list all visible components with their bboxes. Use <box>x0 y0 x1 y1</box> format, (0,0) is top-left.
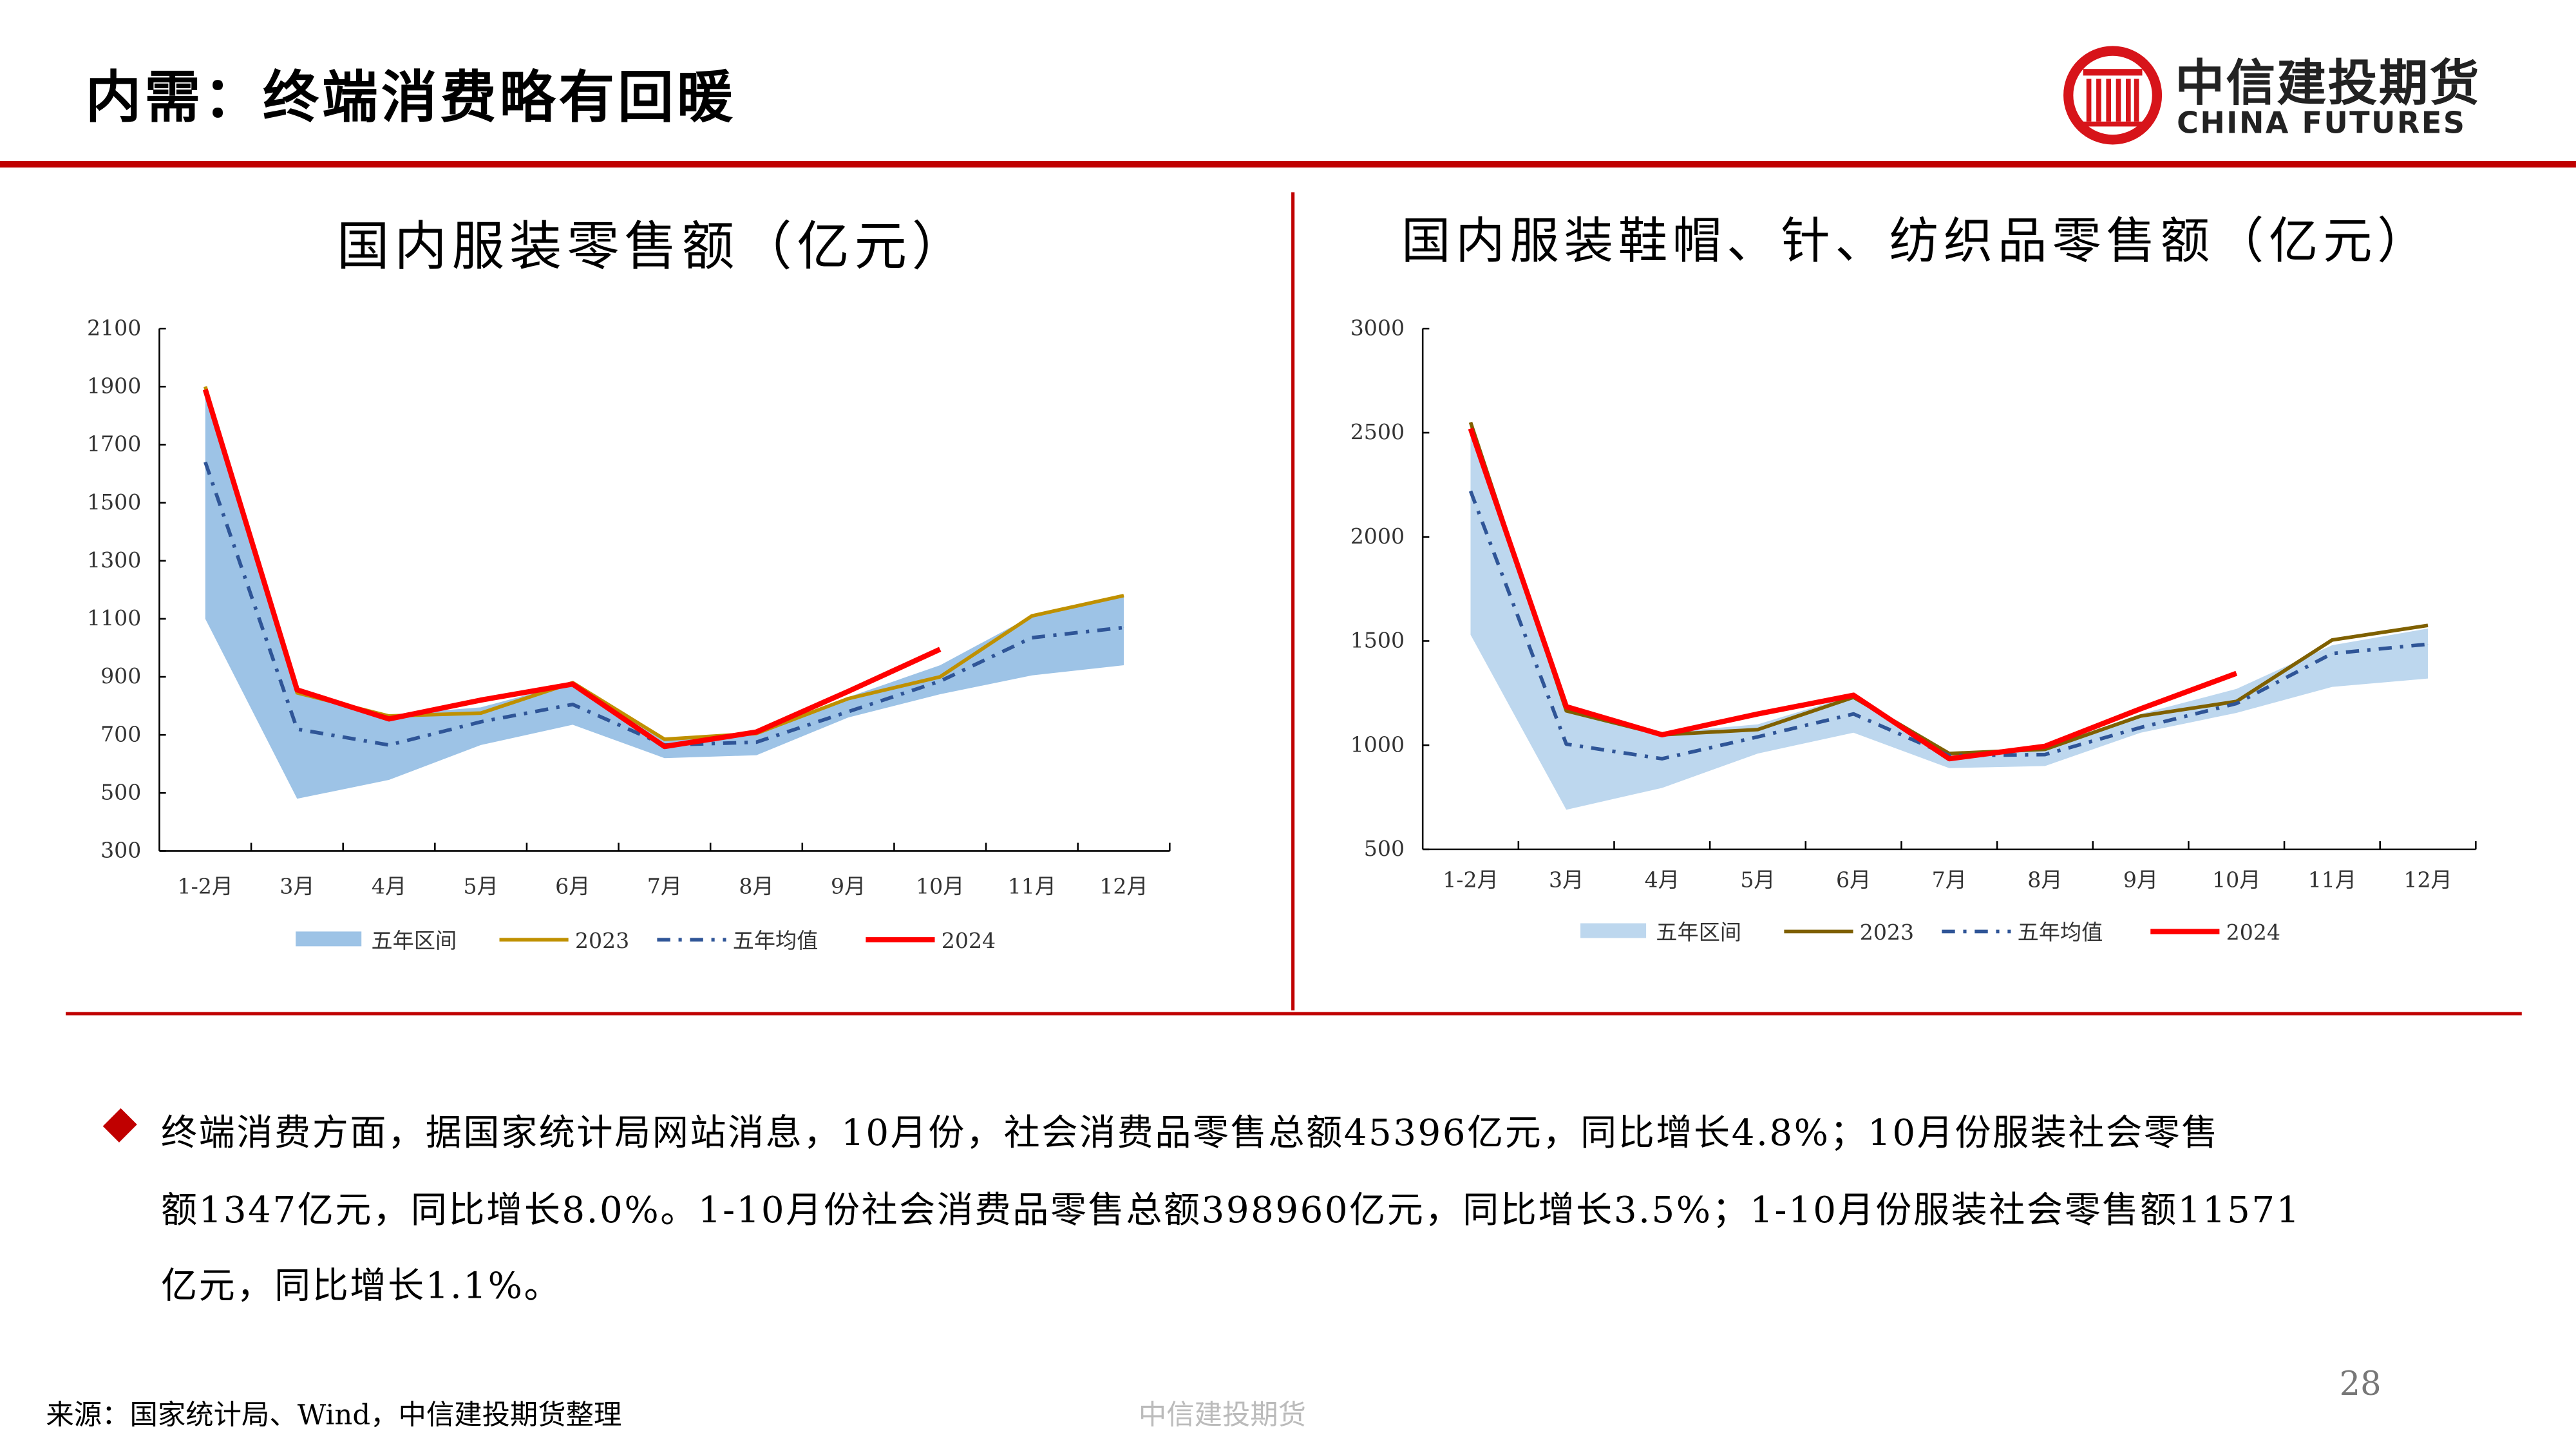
logo-text-en: CHINA FUTURES <box>2177 106 2467 142</box>
legend-label: 五年均值 <box>2018 920 2103 945</box>
data-point <box>848 691 849 692</box>
body-line-2: 额1347亿元，同比增长8.0%。1-10月份社会消费品零售总额398960亿元… <box>160 1191 2301 1233</box>
legend-band-swatch <box>1580 923 1647 938</box>
data-point <box>2236 673 2237 674</box>
y-tick-label: 1300 <box>87 547 141 573</box>
y-tick-label: 1500 <box>1350 628 1405 653</box>
data-point <box>1853 695 1854 696</box>
page-number: 28 <box>2339 1363 2382 1403</box>
legend-label: 五年区间 <box>1656 920 1741 945</box>
logo-emblem-icon <box>2063 46 2163 145</box>
page-title: 内需：终端消费略有回暖 <box>85 66 736 132</box>
section-divider <box>66 1012 2522 1015</box>
x-tick-label: 7月 <box>1932 867 1967 893</box>
company-logo: 中信建投期货 CHINA FUTURES <box>2060 43 2504 151</box>
logo-text-cn: 中信建投期货 <box>2175 55 2481 114</box>
legend-label: 2023 <box>575 928 629 953</box>
chart-title-left: 国内服装零售额（亿元） <box>336 215 970 278</box>
data-point <box>480 713 481 714</box>
y-tick-label: 1700 <box>87 431 141 457</box>
x-tick-label: 8月 <box>2027 867 2062 893</box>
legend-label: 五年区间 <box>372 928 457 953</box>
five-year-range-band <box>205 386 1124 799</box>
y-tick-label: 1000 <box>1350 732 1405 757</box>
x-tick-label: 1-2月 <box>1443 867 1499 893</box>
chart-divider <box>1291 192 1294 1010</box>
body-line-3: 亿元，同比增长1.1%。 <box>160 1266 562 1308</box>
x-tick-label: 3月 <box>279 874 314 899</box>
x-tick-label: 4月 <box>372 874 406 899</box>
y-tick-label: 1900 <box>87 374 141 399</box>
y-tick-label: 500 <box>1364 836 1405 861</box>
data-point <box>1566 706 1567 707</box>
source-note: 来源：国家统计局、Wind，中信建投期货整理 <box>46 1399 622 1433</box>
legend-band-swatch <box>296 931 362 947</box>
x-tick-label: 10月 <box>2212 867 2260 893</box>
y-tick-label: 2000 <box>1350 524 1405 549</box>
x-tick-label: 10月 <box>916 874 964 899</box>
y-tick-label: 1500 <box>87 489 141 515</box>
y-tick-label: 1100 <box>87 605 141 630</box>
legend-label: 2023 <box>1860 920 1914 945</box>
x-tick-label: 7月 <box>647 874 682 899</box>
series-2023-line <box>1468 421 2429 755</box>
x-tick-label: 9月 <box>831 874 866 899</box>
y-tick-label: 2500 <box>1350 419 1405 444</box>
y-tick-label: 3000 <box>1350 315 1405 340</box>
x-tick-label: 8月 <box>739 874 773 899</box>
x-tick-label: 12月 <box>2403 867 2452 893</box>
watermark: 中信建投期货 <box>1138 1399 1307 1433</box>
x-tick-label: 11月 <box>1008 874 1056 899</box>
x-tick-label: 4月 <box>1645 867 1680 893</box>
chart-title-right: 国内服装鞋帽、针、纺织品零售额（亿元） <box>1401 213 2432 271</box>
data-point <box>388 744 390 746</box>
y-tick-label: 700 <box>100 721 141 746</box>
data-point <box>480 721 481 723</box>
x-tick-label: 5月 <box>1740 867 1775 893</box>
x-tick-label: 6月 <box>1836 867 1871 893</box>
y-tick-label: 2100 <box>87 315 141 340</box>
x-tick-label: 1-2月 <box>177 874 233 899</box>
data-point <box>480 699 481 701</box>
legend-label: 五年均值 <box>733 928 819 953</box>
header-divider <box>0 160 2576 168</box>
data-point <box>1470 422 1471 423</box>
legend-label: 2024 <box>942 928 996 953</box>
data-point <box>756 742 757 743</box>
x-tick-label: 12月 <box>1099 874 1148 899</box>
five-year-range-band <box>1470 422 2429 810</box>
legend-label: 2024 <box>2226 920 2280 945</box>
x-tick-label: 3月 <box>1549 867 1584 893</box>
x-tick-label: 5月 <box>463 874 498 899</box>
y-tick-label: 300 <box>100 838 141 863</box>
data-point <box>2427 625 2429 626</box>
y-tick-label: 500 <box>100 779 141 804</box>
data-point <box>1566 710 1567 712</box>
x-tick-label: 9月 <box>2123 867 2158 893</box>
data-point <box>205 386 206 387</box>
data-point <box>2236 703 2237 704</box>
data-point <box>1470 428 1471 429</box>
x-tick-label: 11月 <box>2308 867 2356 893</box>
y-tick-label: 900 <box>100 663 141 688</box>
data-point <box>388 715 390 717</box>
data-point <box>2332 639 2333 641</box>
body-line-1: 终端消费方面，据国家统计局网站消息，10月份，社会消费品零售总额45396亿元，… <box>160 1113 2220 1155</box>
data-point <box>297 692 298 694</box>
x-tick-label: 6月 <box>555 874 590 899</box>
data-point <box>297 728 298 730</box>
data-point <box>2427 643 2429 645</box>
